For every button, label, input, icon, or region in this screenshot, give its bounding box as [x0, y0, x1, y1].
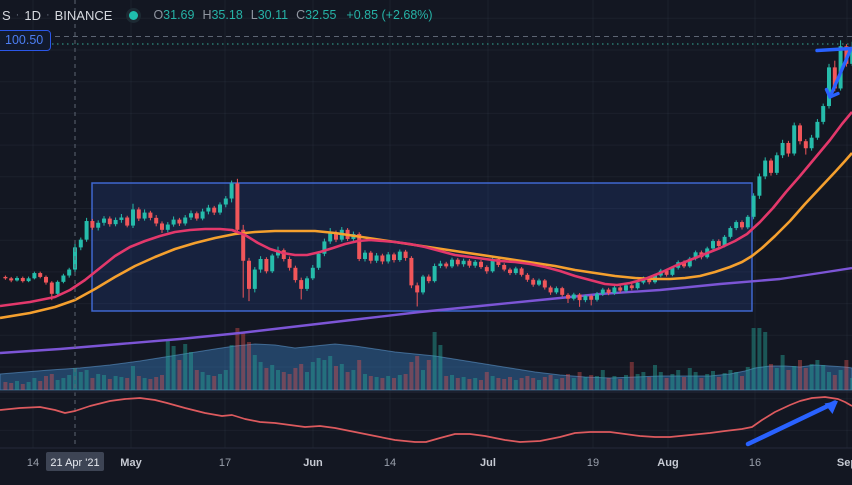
time-axis-label[interactable]: Jul: [480, 457, 496, 469]
exchange-label: BINANCE: [54, 7, 113, 23]
time-axis-label[interactable]: 14: [27, 457, 39, 469]
market-status-icon[interactable]: [126, 7, 142, 23]
symbol-name[interactable]: S: [2, 7, 11, 23]
status-dot-icon: [129, 10, 139, 20]
trend-arrow-drawing[interactable]: [745, 400, 838, 447]
price-line-label[interactable]: 100.50: [0, 30, 52, 51]
time-axis-label[interactable]: 16: [749, 457, 761, 469]
grid-lines: [0, 0, 852, 448]
legend-separator: ·: [45, 9, 50, 21]
pennant-drawing[interactable]: [815, 46, 852, 99]
ohlc-low: L30.11: [250, 8, 289, 22]
time-axis-label[interactable]: May: [120, 457, 142, 469]
time-axis-label[interactable]: 17: [219, 457, 231, 469]
change-value: +0.85 (+2.68%): [346, 8, 433, 22]
ma-mid-line: [0, 152, 852, 320]
ohlc-open: O31.69: [153, 8, 195, 22]
ohlc-high: H35.18: [202, 8, 243, 22]
symbol-legend[interactable]: S · 1D · BINANCE O31.69 H35.18 L30.11 C3…: [2, 6, 433, 24]
crosshair-date-label: [46, 452, 104, 471]
candles-layer: [3, 40, 852, 307]
ma-fast-line: [0, 111, 852, 308]
legend-separator: ·: [15, 9, 20, 21]
time-axis-label[interactable]: Jun: [303, 457, 323, 469]
time-axis[interactable]: 14 21 Apr '21 May 17 Jun 14 Jul 19 Aug 16 Sep: [27, 452, 852, 471]
interval-label[interactable]: 1D: [24, 7, 41, 23]
ma-slow-line: [0, 266, 852, 355]
volume-area: [0, 343, 852, 391]
time-axis-label[interactable]: Sep: [837, 457, 852, 469]
ohlc-close: C32.55: [296, 8, 337, 22]
time-axis-label[interactable]: 19: [587, 457, 599, 469]
rsi-line: [0, 396, 852, 443]
time-axis-label[interactable]: 14: [384, 457, 396, 469]
crosshair-date-text: 21 Apr '21: [50, 457, 99, 469]
time-axis-label[interactable]: Aug: [657, 457, 678, 469]
